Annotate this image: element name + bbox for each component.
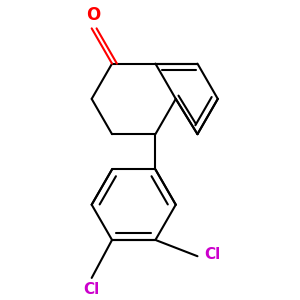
- Text: O: O: [86, 6, 100, 24]
- Text: Cl: Cl: [84, 282, 100, 297]
- Text: Cl: Cl: [204, 248, 220, 262]
